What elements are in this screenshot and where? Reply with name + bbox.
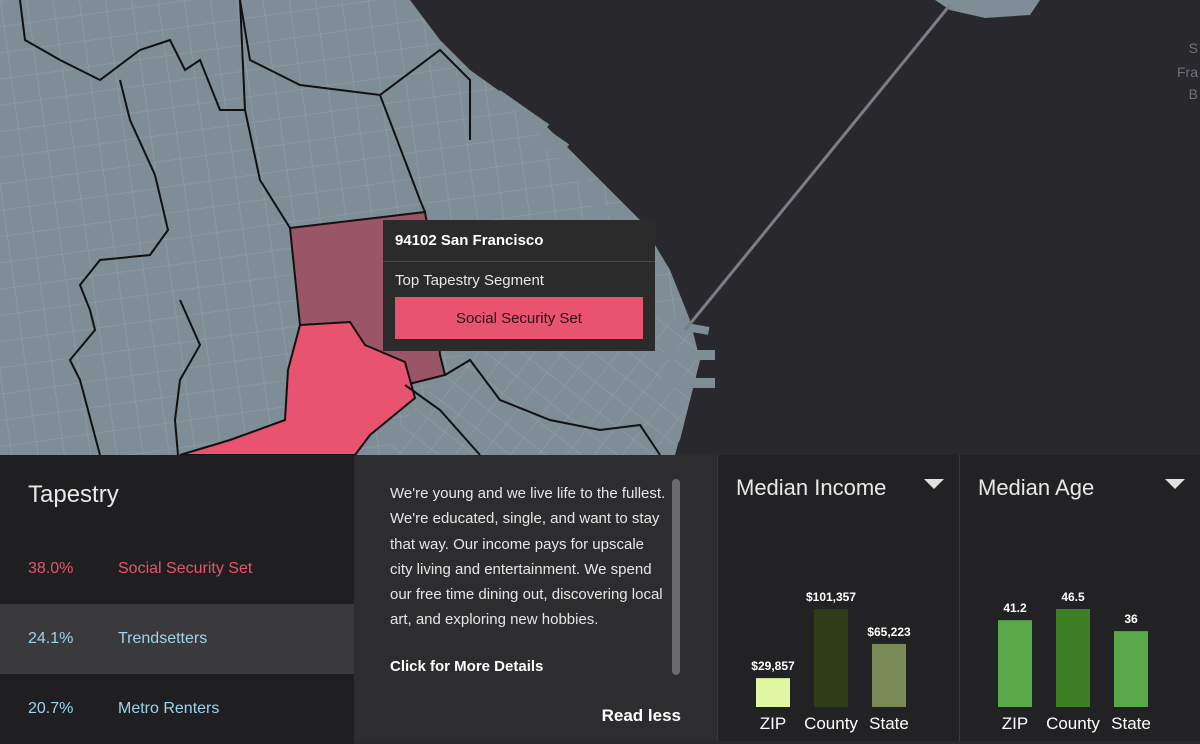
segment-percent: 24.1% (28, 630, 74, 647)
segment-percent: 38.0% (28, 560, 74, 577)
category-label: ZIP (760, 714, 786, 733)
segment-button[interactable]: Social Security Set (395, 297, 643, 339)
category-label: ZIP (1002, 714, 1028, 733)
tapestry-row[interactable]: 24.1% Trendsetters (0, 604, 354, 674)
chevron-down-icon[interactable] (1165, 479, 1185, 489)
bar-state[interactable] (1114, 631, 1148, 707)
chart-title: Median Age (978, 475, 1095, 500)
read-less-link[interactable]: Read less (601, 706, 681, 725)
popup-title: 94102 San Francisco (383, 220, 655, 262)
island (935, 0, 1040, 18)
segment-name: Metro Renters (118, 700, 220, 717)
map-place-label: Fra (1177, 64, 1198, 80)
bar-zip[interactable] (998, 620, 1032, 707)
tapestry-row[interactable]: 38.0% Social Security Set (0, 534, 354, 604)
median-age-chart: 41.2 ZIP 46.5 County 36 State (998, 590, 1151, 733)
category-label: County (1046, 714, 1100, 733)
chevron-down-icon[interactable] (924, 479, 944, 489)
bar-zip[interactable] (756, 678, 790, 707)
bar-value-label: 36 (1124, 612, 1138, 626)
bar-value-label: $29,857 (751, 659, 795, 673)
popup-subtitle: Top Tapestry Segment (395, 272, 544, 289)
bar-value-label: $101,357 (806, 590, 856, 604)
scrollbar[interactable] (672, 479, 680, 675)
zip-region-highlight[interactable] (179, 320, 417, 456)
segment-description: We're young and we live life to the full… (390, 485, 666, 629)
chart-title: Median Income (736, 475, 887, 500)
bridge (683, 4, 952, 331)
segment-percent: 20.7% (28, 700, 74, 717)
category-label: State (1111, 714, 1151, 733)
category-label: State (869, 714, 909, 733)
map-place-label: B (1188, 86, 1198, 102)
district-boundaries (19, 0, 661, 456)
more-details-link[interactable]: Click for More Details (390, 658, 544, 675)
zip-popup: 94102 San Francisco Top Tapestry Segment… (383, 220, 655, 351)
tapestry-panel: Tapestry 38.0% Social Security Set 24.1%… (0, 455, 354, 744)
segment-name: Trendsetters (118, 630, 208, 647)
median-income-chart: $29,857 ZIP $101,357 County $65,223 State (751, 590, 911, 733)
segment-name: Social Security Set (118, 560, 253, 577)
bar-value-label: $65,223 (867, 625, 911, 639)
description-panel: We're young and we live life to the full… (354, 455, 717, 741)
category-label: County (804, 714, 858, 733)
median-age-panel: Median Age 41.2 ZIP 46.5 County 36 State (959, 455, 1200, 741)
bar-value-label: 41.2 (1003, 601, 1027, 615)
bar-value-label: 46.5 (1061, 590, 1085, 604)
median-income-panel: Median Income $29,857 ZIP $101,357 County $6… (717, 455, 960, 741)
bar-county[interactable] (814, 609, 848, 707)
bar-county[interactable] (1056, 609, 1090, 707)
bar-state[interactable] (872, 643, 906, 707)
map-place-label: S (1188, 40, 1198, 56)
tapestry-row[interactable]: 20.7% Metro Renters (0, 674, 354, 744)
tapestry-title: Tapestry (28, 481, 119, 508)
